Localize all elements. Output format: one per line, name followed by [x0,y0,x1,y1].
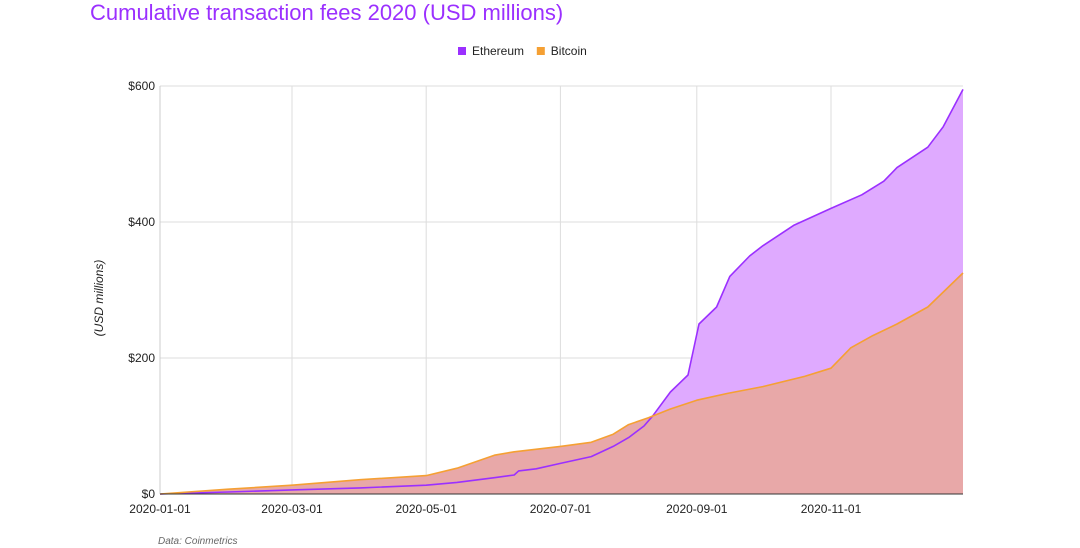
y-tick-label: $600 [128,79,155,93]
chart-title: Cumulative transaction fees 2020 (USD mi… [90,0,564,25]
x-tick-label: 2020-09-01 [666,502,728,516]
legend-swatch-bitcoin [536,47,545,55]
x-tick-label: 2020-05-01 [396,502,458,516]
y-axis-title: (USD millions) [92,260,106,337]
legend-swatch-ethereum [458,47,466,55]
x-tick-label: 2020-11-01 [801,502,862,516]
legend: Ethereum Bitcoin [458,44,587,58]
bitcoin-line [159,272,964,495]
legend-label-ethereum: Ethereum [472,44,524,58]
source-note: Data: Coinmetrics [158,536,238,547]
bitcoin-area [160,273,963,494]
area-layer [160,89,963,495]
y-tick-label: $400 [128,215,155,229]
line-layer [159,89,964,495]
axes: $0 $200 $400 $600 2020-01-01 2020-03-01 2020-0… [128,79,963,516]
x-tick-label: 2020-03-01 [261,502,323,516]
x-tick-label: 2020-07-01 [530,502,592,516]
legend-label-bitcoin: Bitcoin [551,44,587,58]
x-tick-label: 2020-01-01 [129,502,191,516]
y-tick-label: $200 [128,351,155,365]
y-tick-label: $0 [142,487,156,501]
